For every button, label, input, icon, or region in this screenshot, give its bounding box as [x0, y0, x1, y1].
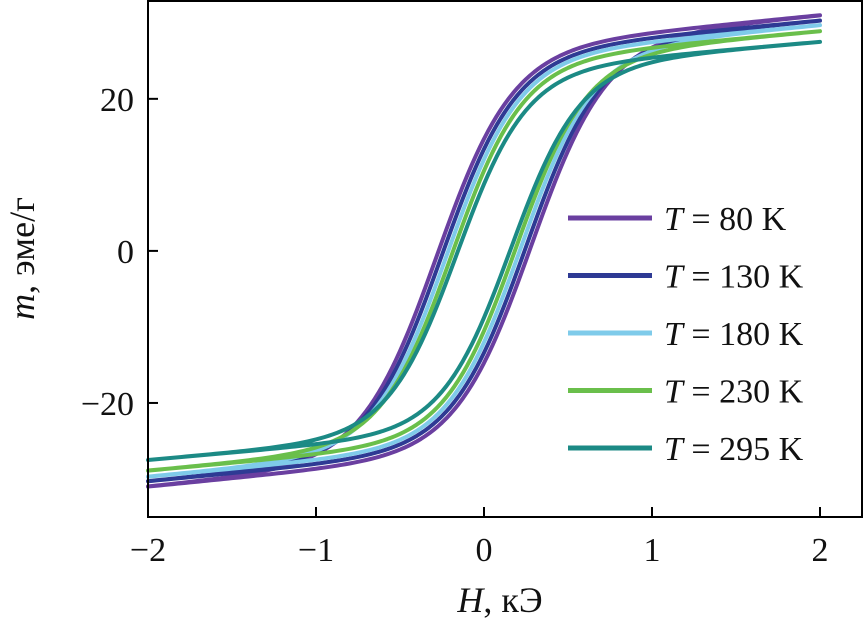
- x-tick-label: 0: [476, 532, 493, 569]
- series-line-80k: [146, 13, 822, 489]
- x-axis-label: H, кЭ: [456, 580, 542, 620]
- y-axis-ticks: −20 0 20: [81, 82, 158, 423]
- legend: T = 80 K T = 130 K T = 180 K T = 230 K T = 2…: [568, 201, 804, 468]
- legend-label: T = 295 K: [664, 431, 804, 468]
- x-tick-label: 2: [812, 532, 829, 569]
- x-axis-label-symbol: H: [456, 580, 485, 620]
- x-axis-label-unit: , кЭ: [483, 580, 542, 620]
- y-tick-label: −20: [81, 386, 134, 423]
- plot-frame: [147, 0, 863, 518]
- legend-label: T = 230 K: [664, 374, 804, 411]
- series-curves: [146, 13, 822, 489]
- x-axis-ticks: −2 −1 0 1 2: [130, 507, 829, 569]
- y-tick-label: 0: [117, 234, 134, 271]
- x-tick-label: −1: [298, 532, 334, 569]
- series-line-130k: [146, 18, 822, 484]
- legend-label: T = 130 K: [664, 259, 804, 296]
- y-axis-label-symbol: m: [2, 294, 42, 320]
- legend-label: T = 80 K: [664, 201, 787, 238]
- y-axis-label-unit: , эме/г: [2, 197, 42, 294]
- x-tick-label: 1: [644, 532, 661, 569]
- x-tick-label: −2: [130, 532, 166, 569]
- legend-label: T = 180 K: [664, 316, 804, 353]
- y-axis-label: m, эме/г: [2, 197, 42, 320]
- y-tick-label: 20: [100, 82, 134, 119]
